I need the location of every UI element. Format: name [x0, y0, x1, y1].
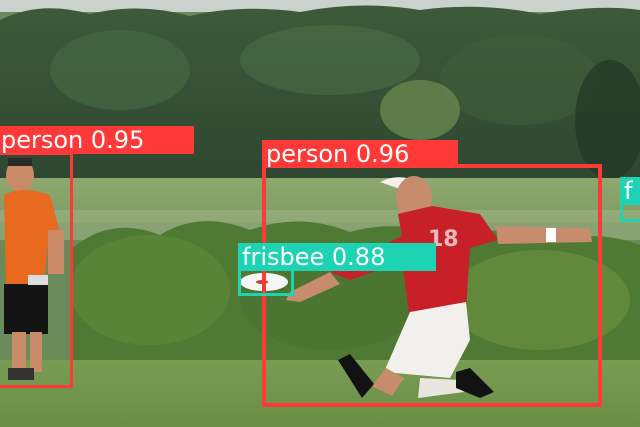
detection-class: person	[266, 140, 349, 168]
detection-label-person-left: person 0.95	[0, 126, 194, 154]
person-left-figure	[4, 158, 64, 380]
detection-label-person-main: person 0.96	[262, 140, 458, 168]
detection-class: f	[624, 177, 633, 205]
detection-box-person-left	[0, 152, 73, 388]
detection-score: 0.96	[355, 140, 410, 168]
detection-score: 0.95	[90, 126, 145, 154]
detection-class: person	[1, 126, 84, 154]
detection-box-person-main	[262, 164, 602, 407]
detection-label-partial-right: f	[620, 177, 640, 205]
detection-score: 0.88	[331, 243, 386, 271]
detection-class: frisbee	[242, 243, 325, 271]
detection-label-frisbee: frisbee 0.88	[238, 243, 436, 271]
detection-box-frisbee	[238, 268, 294, 296]
